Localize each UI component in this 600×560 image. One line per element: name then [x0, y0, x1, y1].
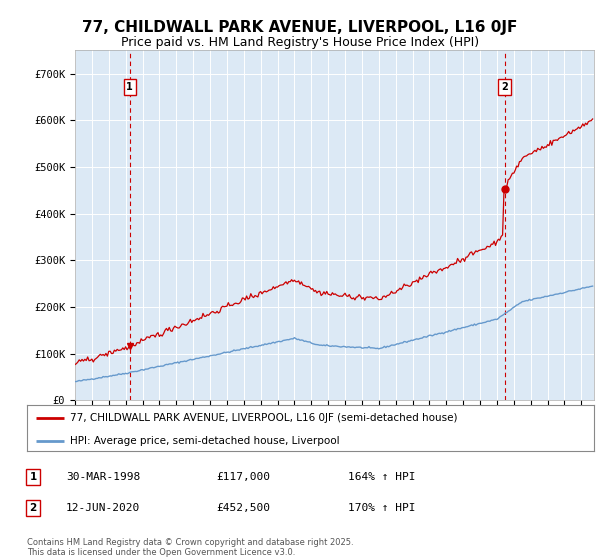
Text: 77, CHILDWALL PARK AVENUE, LIVERPOOL, L16 0JF (semi-detached house): 77, CHILDWALL PARK AVENUE, LIVERPOOL, L1…	[70, 413, 457, 423]
Text: £117,000: £117,000	[216, 472, 270, 482]
Text: 30-MAR-1998: 30-MAR-1998	[66, 472, 140, 482]
Text: 77, CHILDWALL PARK AVENUE, LIVERPOOL, L16 0JF: 77, CHILDWALL PARK AVENUE, LIVERPOOL, L1…	[82, 20, 518, 35]
Text: Contains HM Land Registry data © Crown copyright and database right 2025.
This d: Contains HM Land Registry data © Crown c…	[27, 538, 353, 557]
Text: 164% ↑ HPI: 164% ↑ HPI	[348, 472, 415, 482]
Text: 1: 1	[29, 472, 37, 482]
Text: 170% ↑ HPI: 170% ↑ HPI	[348, 503, 415, 513]
Text: 2: 2	[29, 503, 37, 513]
Text: £452,500: £452,500	[216, 503, 270, 513]
Text: HPI: Average price, semi-detached house, Liverpool: HPI: Average price, semi-detached house,…	[70, 436, 339, 446]
Text: 1: 1	[127, 82, 133, 92]
Text: 12-JUN-2020: 12-JUN-2020	[66, 503, 140, 513]
Text: 2: 2	[501, 82, 508, 92]
Text: Price paid vs. HM Land Registry's House Price Index (HPI): Price paid vs. HM Land Registry's House …	[121, 36, 479, 49]
